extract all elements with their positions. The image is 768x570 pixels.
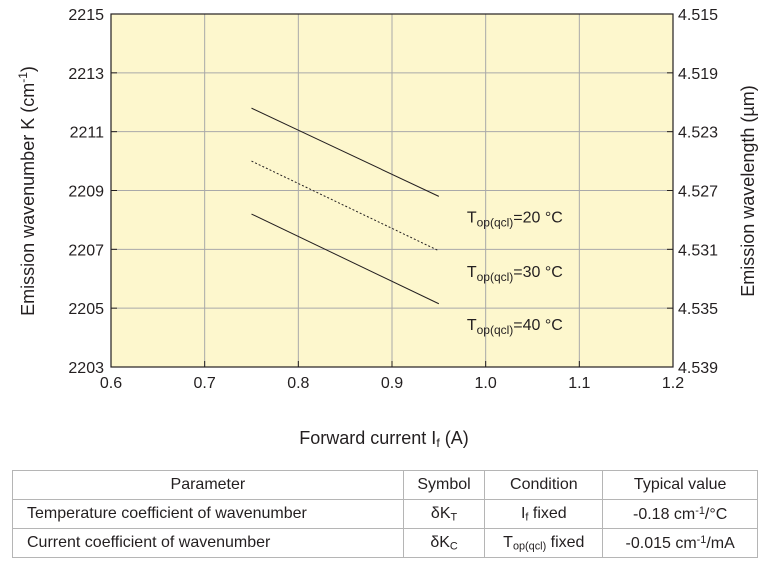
value-cell: -0.015 cm-1/mA: [602, 528, 758, 558]
series-label: Top(qcl)=30 °C: [467, 264, 563, 284]
x-tick-label: 0.7: [194, 375, 216, 392]
x-tick-label: 1.1: [568, 375, 590, 392]
x-tick-label: 0.9: [381, 375, 403, 392]
header-condition: Condition: [484, 470, 604, 500]
y2-tick-label: 4.531: [678, 242, 718, 259]
value-cell: -0.18 cm-1/°C: [602, 499, 758, 529]
y2-tick-label: 4.523: [678, 125, 718, 142]
condition-cell: If fixed: [484, 499, 604, 529]
y-tick-label: 2211: [70, 125, 105, 142]
series-label: Top(qcl)=40 °C: [467, 317, 563, 337]
symbol-cell: δKC: [402, 528, 486, 558]
y2-axis-title: Emission wavelength (µm): [738, 85, 758, 296]
series-line: [251, 160, 440, 252]
parameter-table: Parameter Symbol Condition Typical value…: [12, 470, 758, 558]
y-tick-label: 2215: [68, 7, 104, 24]
table-header-row: Parameter Symbol Condition Typical value: [12, 470, 758, 500]
chart: 0.6 0.7 0.8 0.9 1.0 1.1 1.2 2203 2205 2207 2209 221…: [16, 7, 758, 392]
series-label: Top(qcl)=20 °C: [467, 209, 563, 229]
series-line: [251, 213, 440, 305]
header-typical-value: Typical value: [602, 470, 758, 500]
y2-tick-label: 4.515: [678, 7, 718, 24]
parameter-cell: Temperature coefficient of wavenumber: [12, 499, 404, 529]
y2-tick-label: 4.535: [678, 301, 718, 318]
y-axis-title: Emission wavenumber K (cm-1): [16, 66, 38, 316]
y-tick-label: 2207: [68, 242, 104, 259]
y-tick-label: 2205: [68, 301, 104, 318]
parameter-cell: Current coefficient of wavenumber: [12, 528, 404, 558]
x-tick-label: 1.0: [475, 375, 497, 392]
x-tick-label: 0.8: [287, 375, 309, 392]
y2-tick-label: 4.519: [678, 66, 718, 83]
table-row: Temperature coefficient of wavenumber δK…: [12, 499, 758, 529]
symbol-cell: δKT: [402, 499, 486, 529]
x-tick-label: 0.6: [100, 375, 122, 392]
y-tick-label: 2213: [68, 66, 104, 83]
y2-tick-label: 4.527: [678, 184, 718, 201]
header-parameter: Parameter: [12, 470, 404, 500]
header-symbol: Symbol: [402, 470, 486, 500]
y-tick-label: 2209: [68, 184, 104, 201]
series-line: [251, 107, 440, 197]
x-axis-title: Forward current If (A): [299, 428, 469, 451]
y-tick-label: 2203: [68, 360, 104, 377]
x-tick-label: 1.2: [662, 375, 684, 392]
table-row: Current coefficient of wavenumber δKC To…: [12, 528, 758, 558]
y2-tick-label: 4.539: [678, 360, 718, 377]
condition-cell: Top(qcl) fixed: [484, 528, 604, 558]
